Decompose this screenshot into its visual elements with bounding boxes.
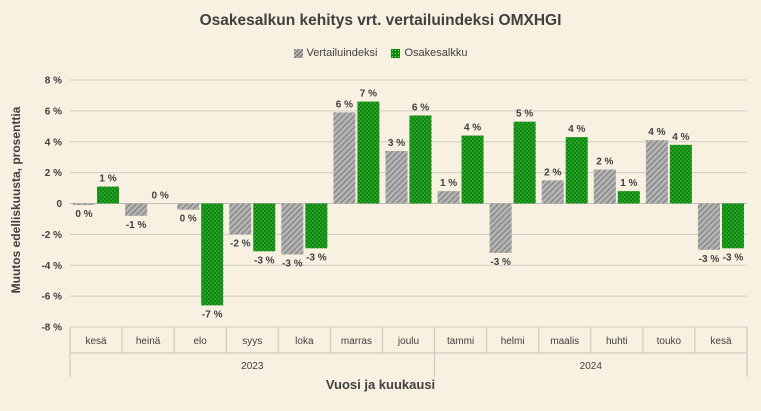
y-tick-label: 2 %: [45, 168, 62, 179]
data-label: -3 %: [490, 257, 511, 268]
y-tick-label: 0: [56, 199, 62, 210]
x-tick-label: loka: [295, 336, 314, 347]
data-label: -3 %: [254, 255, 275, 266]
legend-swatch-portfolio: [391, 48, 401, 58]
data-label: -7 %: [202, 309, 223, 320]
bar-index: [697, 203, 720, 250]
legend-label-portfolio: Osakesalkku: [404, 47, 468, 59]
legend-item-index: Vertailuindeksi: [293, 47, 378, 59]
bar-index: [645, 140, 668, 204]
data-label: -2 %: [230, 238, 251, 249]
y-tick-label: -4 %: [41, 261, 62, 272]
bar-index: [177, 203, 200, 210]
bar-index: [541, 180, 564, 204]
y-tick-label: -2 %: [41, 230, 62, 241]
data-label: 5 %: [516, 109, 533, 120]
data-label: 6 %: [336, 99, 353, 110]
legend-swatch-index: [293, 48, 303, 58]
x-tick-label: kesä: [710, 336, 732, 347]
bar-index: [593, 169, 616, 204]
data-label: -3 %: [306, 252, 327, 263]
x-tick-label: tammi: [447, 336, 474, 347]
bar-portfolio: [409, 115, 432, 204]
bar-portfolio: [617, 191, 640, 204]
legend-label-index: Vertailuindeksi: [306, 47, 378, 59]
bar-portfolio: [669, 144, 692, 204]
x-tick-label: heinä: [136, 336, 161, 347]
year-label: 2023: [241, 361, 264, 372]
bar-portfolio: [305, 203, 328, 249]
y-tick-label: -8 %: [41, 323, 62, 334]
bar-index: [229, 203, 252, 235]
x-tick-label: touko: [657, 336, 682, 347]
data-label: 3 %: [388, 138, 405, 149]
bar-index: [333, 112, 356, 204]
data-label: 4 %: [672, 132, 689, 143]
x-tick-label: helmi: [501, 336, 525, 347]
chart-title: Osakesalkun kehitys vrt. vertailuindeksi…: [199, 12, 562, 29]
data-label: 0 %: [180, 214, 197, 225]
bar-portfolio: [565, 137, 588, 204]
legend-item-portfolio: Osakesalkku: [391, 47, 467, 59]
x-tick-label: joulu: [397, 336, 419, 347]
data-label: 1 %: [99, 174, 116, 185]
y-tick-label: -6 %: [41, 292, 62, 303]
bar-portfolio: [461, 135, 484, 204]
bar-portfolio: [721, 203, 744, 249]
bar-portfolio: [201, 203, 224, 306]
x-tick-label: huhti: [606, 336, 628, 347]
x-tick-label: elo: [194, 336, 208, 347]
data-label: 4 %: [648, 127, 665, 138]
data-label: 0 %: [151, 191, 168, 202]
data-label: 2 %: [544, 167, 561, 178]
data-label: 1 %: [620, 178, 637, 189]
data-label: -3 %: [699, 254, 720, 265]
bar-index: [281, 203, 304, 255]
bar-portfolio: [513, 121, 536, 204]
data-label: 6 %: [412, 103, 429, 114]
x-tick-label: kesä: [85, 336, 107, 347]
data-label: 4 %: [568, 124, 585, 135]
x-tick-label: marras: [341, 336, 372, 347]
data-label: -1 %: [126, 220, 147, 231]
legend: Vertailuindeksi Osakesalkku: [0, 47, 761, 59]
y-tick-label: 6 %: [45, 106, 62, 117]
data-label: 1 %: [440, 178, 457, 189]
bar-index: [125, 203, 148, 216]
y-tick-label: 4 %: [45, 137, 62, 148]
bar-portfolio: [97, 186, 120, 204]
data-label: 7 %: [360, 89, 377, 100]
bar-index: [73, 203, 96, 206]
bar-index: [385, 151, 408, 204]
bar-index: [489, 203, 512, 253]
data-label: 0 %: [75, 209, 92, 220]
x-tick-label: maalis: [550, 336, 579, 347]
y-tick-label: 8 %: [45, 76, 62, 87]
bar-portfolio: [253, 203, 276, 252]
data-label: -3 %: [723, 252, 744, 263]
year-label: 2024: [580, 361, 603, 372]
bar-portfolio: [357, 101, 380, 204]
data-label: 4 %: [464, 123, 481, 134]
x-tick-label: syys: [242, 336, 262, 347]
bar-index: [437, 191, 460, 204]
data-label: 2 %: [596, 157, 613, 168]
x-axis-label: Vuosi ja kuukausi: [325, 377, 436, 392]
data-label: -3 %: [282, 258, 303, 269]
